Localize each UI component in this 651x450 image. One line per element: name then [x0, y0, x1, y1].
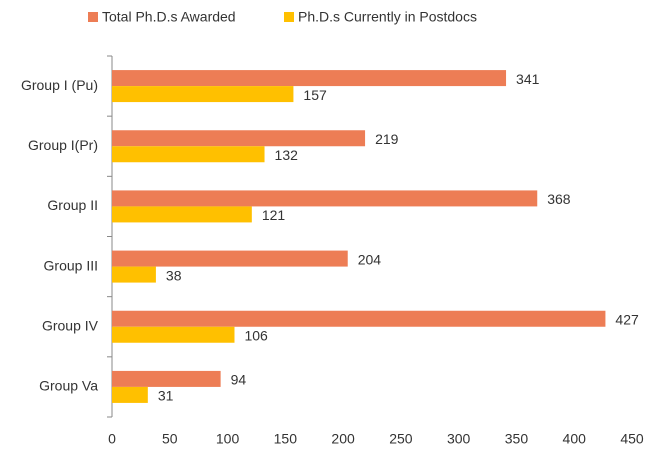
x-tick-label: 50: [162, 431, 178, 447]
y-tick-label: Group III: [44, 257, 98, 273]
bar: [112, 370, 221, 387]
data-label: 38: [166, 267, 182, 283]
legend-swatch: [88, 12, 98, 22]
y-tick-label: Group IV: [42, 317, 99, 333]
x-tick-label: 400: [563, 431, 587, 447]
bar: [112, 386, 148, 403]
bar: [112, 206, 252, 223]
x-tick-label: 300: [447, 431, 471, 447]
legend-label: Total Ph.D.s Awarded: [102, 9, 236, 25]
data-label: 427: [615, 311, 639, 327]
data-label: 341: [516, 71, 540, 87]
bar: [112, 250, 348, 267]
data-label: 121: [262, 207, 286, 223]
data-label: 204: [358, 251, 382, 267]
legend-swatch: [284, 12, 294, 22]
x-tick-label: 350: [505, 431, 529, 447]
bar: [112, 146, 265, 163]
y-tick-label: Group I (Pu): [21, 77, 98, 93]
x-tick-label: 200: [331, 431, 355, 447]
x-tick-label: 0: [108, 431, 116, 447]
bar: [112, 326, 235, 343]
data-label: 157: [303, 87, 327, 103]
data-label: 94: [231, 372, 247, 388]
x-tick-label: 450: [620, 431, 644, 447]
x-tick-label: 100: [216, 431, 240, 447]
y-tick-label: Group II: [47, 197, 98, 213]
bar: [112, 130, 366, 147]
data-label: 368: [547, 191, 571, 207]
data-label: 132: [275, 147, 299, 163]
bar: [112, 190, 538, 207]
data-label: 31: [158, 388, 174, 404]
bar: [112, 266, 156, 283]
bar: [112, 310, 606, 327]
y-tick-label: Group I(Pr): [28, 137, 98, 153]
x-tick-label: 150: [274, 431, 298, 447]
y-tick-label: Group Va: [39, 378, 98, 394]
bar: [112, 70, 507, 87]
data-label: 106: [244, 327, 268, 343]
legend-label: Ph.D.s Currently in Postdocs: [298, 9, 477, 25]
bar: [112, 86, 294, 103]
data-label: 219: [375, 131, 399, 147]
x-tick-label: 250: [389, 431, 413, 447]
